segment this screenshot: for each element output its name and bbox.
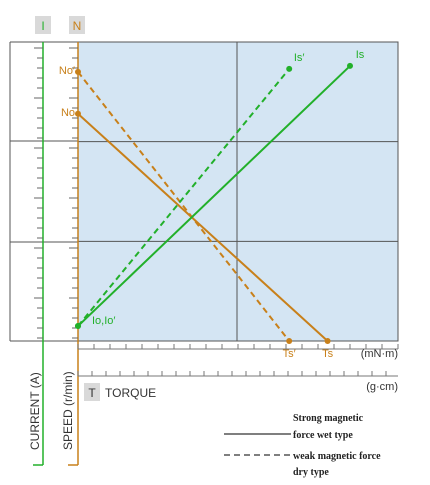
data-point-speed: [75, 68, 81, 75]
torque-axes: [78, 348, 398, 377]
point-label: Is: [356, 49, 365, 61]
point-labels: No Ts No′ Ts′ Io,Io′ Is Is′: [59, 49, 365, 360]
legend-entry-2-line1: weak magnetic force: [293, 451, 381, 462]
speed-axis-marker-box: [69, 16, 85, 34]
data-point-current: [75, 323, 81, 330]
series-line-speed-dashed: [77, 71, 290, 342]
legend-entry-1-line1: Strong magnetic: [293, 413, 364, 424]
plot-area: [77, 41, 399, 342]
point-label: No′: [59, 65, 75, 77]
speed-axis-label: SPEED (r/min): [61, 371, 75, 450]
point-label: Ts′: [283, 348, 296, 360]
gridlines: [78, 42, 398, 341]
torque-marker: T: [88, 386, 96, 400]
current-axis-marker: I: [41, 19, 44, 33]
y-ticks: [34, 47, 78, 339]
data-point-speed: [75, 110, 81, 117]
series-line-current-dashed: [77, 68, 290, 327]
torque-unit-gcm: (g·cm): [366, 381, 398, 393]
x-ticks: [77, 344, 399, 376]
point-label: No: [61, 107, 75, 119]
point-label: Is′: [294, 52, 305, 64]
current-axis-marker-box: [35, 16, 51, 34]
torque-marker-box: [84, 383, 100, 401]
legend-entry-1-line2: force wet type: [293, 430, 353, 441]
torque-unit-metric: (mN·m): [361, 348, 398, 360]
point-label: Io,Io′: [92, 315, 115, 327]
series-layer: [75, 62, 353, 344]
torque-axis-label: TORQUE: [105, 386, 156, 400]
point-label: Ts: [322, 348, 334, 360]
series-line-speed-solid: [77, 113, 329, 342]
data-point-speed: [286, 338, 293, 344]
speed-axis-marker: N: [73, 19, 82, 33]
legend-entry-2-line2: dry type: [293, 467, 329, 478]
current-axis-label: CURRENT (A): [28, 372, 42, 450]
data-point-current: [286, 65, 293, 72]
series-line-current-solid: [77, 65, 351, 327]
data-point-current: [347, 62, 353, 69]
legend: Strong magnetic force wet type weak magn…: [224, 413, 381, 478]
data-point-speed: [324, 338, 331, 344]
